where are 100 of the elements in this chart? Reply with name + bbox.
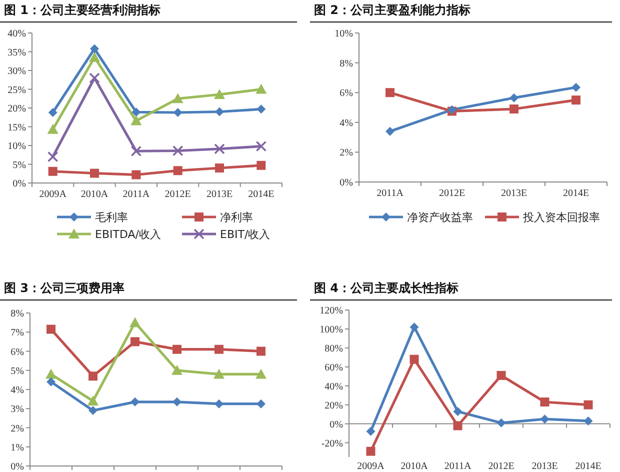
point bbox=[453, 421, 462, 430]
chart-title: 图 3：公司三项费用率 bbox=[4, 281, 125, 295]
point bbox=[88, 395, 98, 406]
chart-title: 图 4：公司主要成长性指标 bbox=[314, 281, 459, 295]
point bbox=[366, 446, 376, 456]
y-tick-label: 2% bbox=[10, 423, 24, 434]
point bbox=[410, 322, 419, 332]
point bbox=[46, 324, 56, 334]
y-tick-label: 4% bbox=[10, 385, 24, 396]
x-tick-label: 2009A bbox=[357, 461, 386, 472]
y-tick-label: 0% bbox=[330, 419, 343, 430]
y-tick-label: 30% bbox=[8, 66, 26, 77]
point bbox=[214, 89, 225, 99]
point bbox=[496, 418, 506, 428]
chart-title: 图 2：公司主要盈利能力指标 bbox=[314, 3, 471, 17]
x-tick-label: 2012E bbox=[438, 188, 466, 199]
point bbox=[173, 108, 182, 117]
point bbox=[572, 82, 580, 92]
point bbox=[584, 400, 593, 410]
point bbox=[172, 93, 184, 104]
y-tick-label: 25% bbox=[8, 84, 26, 96]
y-tick-label: 20% bbox=[324, 400, 343, 412]
y-tick-label: 7% bbox=[10, 328, 24, 339]
y-tick-label: 60% bbox=[324, 362, 343, 374]
point bbox=[256, 160, 266, 170]
y-tick-label: 5% bbox=[12, 160, 26, 171]
point bbox=[47, 124, 58, 134]
point bbox=[540, 397, 550, 406]
y-tick-label: 0% bbox=[340, 178, 353, 188]
y-tick-label: 0% bbox=[10, 462, 24, 472]
point bbox=[572, 96, 580, 105]
point bbox=[88, 406, 98, 416]
x-tick-label: 2011A bbox=[376, 188, 404, 199]
point bbox=[48, 166, 58, 176]
x-tick-label: 2010A bbox=[400, 461, 429, 472]
point bbox=[386, 126, 394, 136]
point bbox=[132, 170, 141, 180]
y-tick-label: 5% bbox=[10, 366, 24, 377]
point bbox=[90, 168, 99, 178]
point bbox=[47, 151, 58, 162]
y-tick-label: 20% bbox=[8, 104, 26, 114]
y-tick-label: 8% bbox=[340, 58, 353, 70]
point bbox=[386, 88, 394, 98]
y-tick-label: 6% bbox=[10, 346, 24, 358]
x-tick-label: 2009A bbox=[39, 189, 68, 200]
y-tick-label: 35% bbox=[8, 47, 26, 58]
y-tick-label: 40% bbox=[8, 28, 26, 40]
point bbox=[172, 397, 182, 406]
x-tick-label: 2013E bbox=[206, 189, 233, 200]
x-tick-label: 2013E bbox=[532, 461, 558, 472]
x-tick-label: 2012E bbox=[164, 189, 191, 200]
point bbox=[130, 115, 142, 126]
y-tick-label: 6% bbox=[340, 88, 353, 100]
y-tick-label: 3% bbox=[10, 404, 24, 416]
x-tick-label: 2012E bbox=[488, 461, 514, 472]
x-tick-label: 2014E bbox=[575, 461, 602, 472]
point bbox=[256, 84, 267, 94]
point bbox=[366, 426, 376, 436]
point bbox=[256, 140, 267, 152]
point bbox=[90, 44, 99, 54]
x-tick-label: 2014E bbox=[562, 188, 590, 199]
y-tick-label: 100% bbox=[320, 324, 343, 336]
legend-label: 毛利率 bbox=[95, 211, 128, 224]
point bbox=[256, 368, 266, 379]
legend-label: EBIT/收入 bbox=[220, 228, 270, 241]
y-tick-label: -20% bbox=[321, 438, 343, 450]
point bbox=[215, 107, 224, 116]
y-tick-label: 40% bbox=[324, 381, 343, 392]
point bbox=[410, 354, 419, 364]
y-tick-label: 15% bbox=[8, 122, 26, 134]
y-tick-label: 8% bbox=[10, 308, 24, 320]
x-tick-label: 2010A bbox=[80, 189, 109, 200]
x-tick-label: 2011A bbox=[444, 461, 472, 472]
y-tick-label: 1% bbox=[10, 442, 24, 454]
point bbox=[88, 372, 98, 381]
point bbox=[130, 146, 142, 157]
point bbox=[510, 93, 518, 102]
point bbox=[215, 164, 224, 172]
chart-title: 图 1：公司主要经营利润指标 bbox=[4, 3, 161, 17]
x-tick-label: 2011A bbox=[122, 189, 150, 200]
legend-label: EBITDA/收入 bbox=[95, 228, 161, 241]
x-tick-label: 2013E bbox=[500, 188, 528, 199]
point bbox=[46, 377, 56, 386]
point bbox=[172, 145, 184, 156]
y-tick-label: 80% bbox=[324, 343, 343, 354]
point bbox=[48, 108, 58, 117]
legend-label: 投入资本回报率 bbox=[522, 211, 600, 224]
point bbox=[214, 344, 224, 354]
point bbox=[214, 368, 224, 379]
point bbox=[256, 399, 266, 408]
y-tick-label: 120% bbox=[320, 306, 343, 316]
x-tick-label: 2014E bbox=[248, 189, 274, 200]
point bbox=[214, 399, 224, 408]
y-tick-label: 2% bbox=[340, 148, 353, 159]
point bbox=[256, 104, 266, 114]
point bbox=[510, 104, 518, 114]
point bbox=[130, 317, 140, 328]
point bbox=[46, 368, 56, 379]
point bbox=[89, 52, 100, 62]
y-tick-label: 10% bbox=[8, 141, 26, 152]
